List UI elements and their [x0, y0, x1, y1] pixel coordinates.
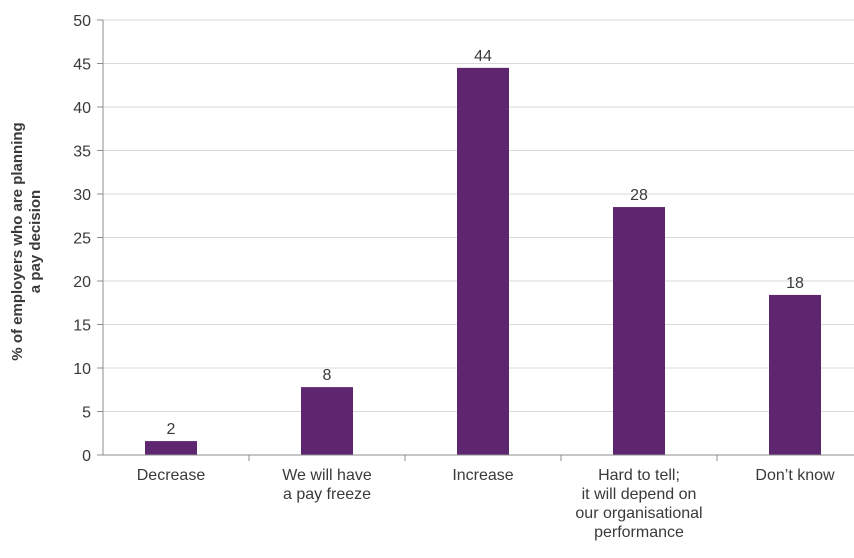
x-tick-label: Hard to tell; it will depend on our organi…: [575, 467, 702, 541]
x-tick-label: Decrease: [137, 467, 206, 484]
axes: [97, 19, 854, 461]
y-tick-label: 15: [73, 318, 91, 335]
bar: [145, 441, 197, 455]
y-tick-label: 25: [73, 231, 91, 248]
x-tick-label: We will have a pay freeze: [282, 467, 372, 503]
data-label: 18: [786, 275, 804, 292]
labels: 0 5 10 15 20 25 30 35 40 45 50 2 Decrease 8 We will ha…: [73, 13, 835, 541]
y-axis-title: % of employers who are planninga pay dec…: [9, 122, 44, 360]
y-tick-label: 10: [73, 361, 91, 378]
data-label: 28: [630, 187, 648, 204]
y-tick-label: 50: [73, 13, 91, 30]
y-tick-label: 30: [73, 187, 91, 204]
y-tick-label: 20: [73, 274, 91, 291]
bar: [613, 207, 665, 455]
data-label: 8: [323, 367, 332, 384]
bar: [301, 387, 353, 455]
y-tick-label: 40: [73, 100, 91, 117]
x-tick-label: Increase: [452, 467, 513, 484]
y-tick-label: 45: [73, 57, 91, 74]
bar: [457, 67, 509, 455]
y-tick-label: 5: [82, 405, 91, 422]
y-tick-label: 35: [73, 144, 91, 161]
data-label: 44: [474, 48, 492, 65]
x-tick-label: Don’t know: [755, 467, 835, 484]
data-label: 2: [167, 421, 176, 438]
bar: [769, 294, 821, 455]
y-tick-label: 0: [82, 448, 91, 465]
bars: [145, 67, 821, 455]
